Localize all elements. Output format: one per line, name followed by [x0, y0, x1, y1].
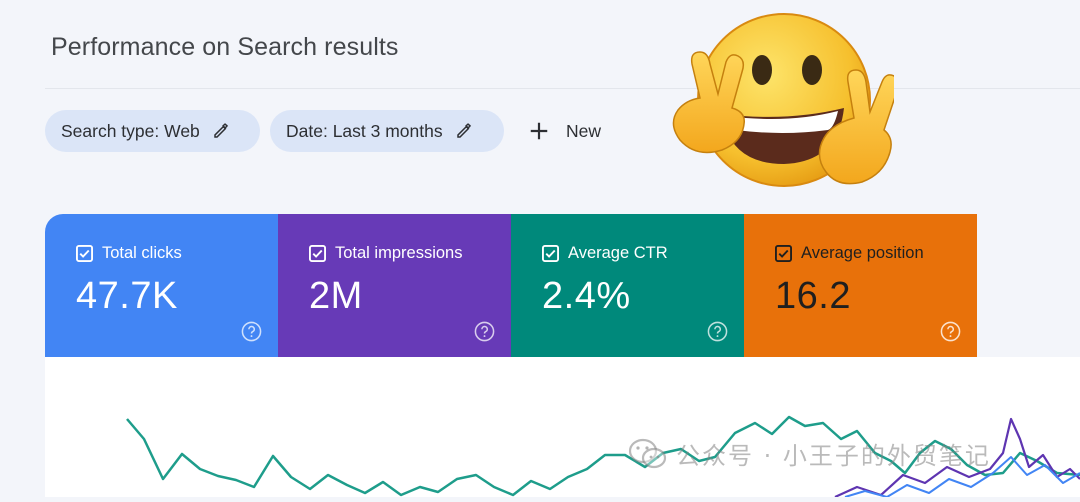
new-filter-button[interactable]: New: [528, 110, 601, 152]
metric-card-total-impressions[interactable]: Total impressions 2M: [278, 214, 511, 357]
checkbox-checked-icon[interactable]: [775, 245, 792, 262]
metric-label: Average CTR: [568, 244, 668, 262]
help-icon[interactable]: [474, 321, 495, 342]
metric-card-header: Average CTR: [542, 244, 744, 263]
title-divider: [45, 88, 1080, 89]
series-line-impressions: [834, 417, 1080, 499]
metric-label: Total impressions: [335, 244, 463, 262]
metric-card-average-position[interactable]: Average position 16.2: [744, 214, 977, 357]
help-icon[interactable]: [940, 321, 961, 342]
pencil-icon[interactable]: [455, 122, 473, 140]
metric-value: 47.7K: [76, 275, 178, 317]
new-button-label: New: [566, 120, 602, 141]
chip-label: Search type: Web: [61, 120, 200, 141]
checkbox-checked-icon[interactable]: [76, 245, 93, 262]
watermark: 公众号 · 小王子的外贸笔记: [628, 436, 991, 471]
help-icon[interactable]: [241, 321, 262, 342]
checkbox-checked-icon[interactable]: [542, 245, 559, 262]
metric-value: 2M: [309, 275, 363, 317]
metric-card-header: Average position: [775, 244, 977, 263]
filter-chip-search-type[interactable]: Search type: Web: [45, 110, 260, 152]
filter-chip-date[interactable]: Date: Last 3 months: [270, 110, 504, 152]
metric-card-average-ctr[interactable]: Average CTR 2.4%: [511, 214, 744, 357]
metric-value: 16.2: [775, 275, 851, 317]
metric-label: Total clicks: [102, 244, 182, 262]
metric-card-total-clicks[interactable]: Total clicks 47.7K: [45, 214, 278, 357]
plus-icon: [530, 122, 548, 140]
chart-lines: [126, 415, 1080, 499]
checkbox-checked-icon[interactable]: [309, 245, 326, 262]
performance-chart: [45, 357, 1080, 499]
series-line-ctr: [126, 415, 1080, 497]
help-icon[interactable]: [707, 321, 728, 342]
metric-card-header: Total impressions: [309, 244, 511, 263]
metric-label: Average position: [801, 244, 924, 262]
metric-value: 2.4%: [542, 275, 631, 317]
pencil-icon[interactable]: [212, 122, 230, 140]
metric-card-header: Total clicks: [76, 244, 278, 263]
metric-cards: Total clicks 47.7K Total impressions 2M …: [45, 214, 977, 357]
page-title: Performance on Search results: [51, 33, 399, 61]
chip-label: Date: Last 3 months: [286, 120, 443, 141]
watermark-text: 公众号 · 小王子的外贸笔记: [676, 442, 991, 470]
wechat-icon: [628, 438, 667, 468]
grinning-victory-emoji-icon: [672, 13, 894, 187]
